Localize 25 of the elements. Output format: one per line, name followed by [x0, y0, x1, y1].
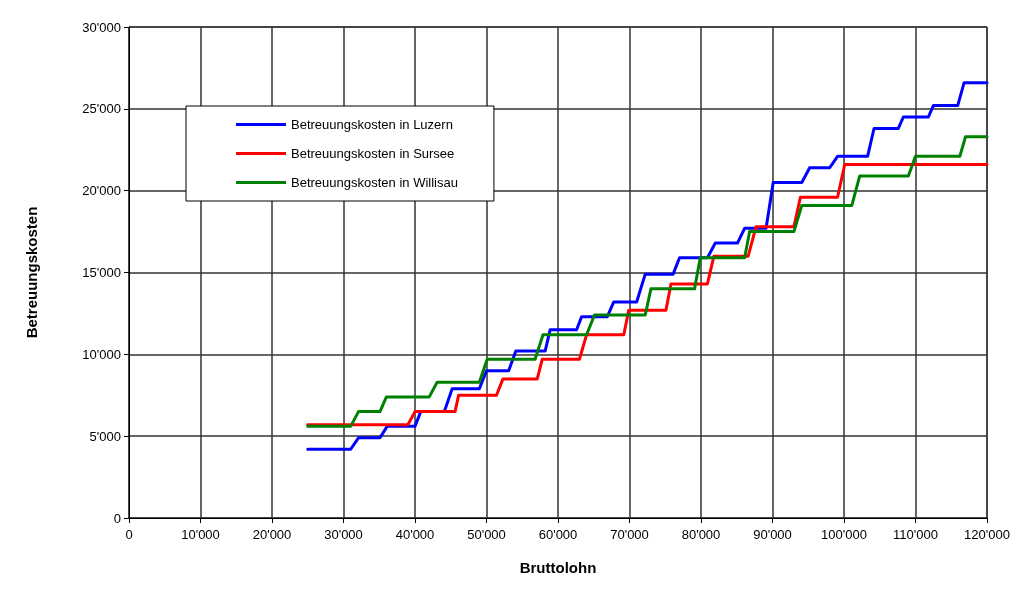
x-tick-label: 80'000 [681, 527, 721, 542]
x-tick-label: 60'000 [538, 527, 578, 542]
y-tick-label: 0 [113, 510, 121, 526]
x-tick-label: 20'000 [252, 527, 292, 542]
x-tick-label: 40'000 [395, 527, 435, 542]
y-tick-label: 15'000 [82, 265, 121, 280]
y-tick-label: 5'000 [89, 428, 121, 444]
y-axis-title: Betreuungskosten [23, 206, 40, 339]
x-tick-label: 90'000 [753, 527, 792, 542]
legend-label: Betreuungskosten in Luzern [291, 117, 453, 132]
legend-label: Betreuungskosten in Willisau [291, 175, 458, 190]
y-tick-label: 20'000 [82, 183, 121, 199]
legend-label: Betreuungskosten in Sursee [291, 146, 455, 161]
x-tick-label: 120'000 [964, 527, 1010, 542]
y-tick-label: 25'000 [82, 101, 121, 117]
y-tick-label: 10'000 [82, 346, 121, 362]
x-tick-label: 50'000 [467, 527, 506, 542]
x-tick-label: 70'000 [610, 527, 649, 542]
x-tick-label: 0 [125, 527, 133, 542]
y-tick-label: 30'000 [82, 19, 121, 35]
x-tick-label: 30'000 [324, 527, 363, 542]
x-tick-label: 10'000 [181, 527, 220, 542]
x-axis-title: Bruttolohn [519, 559, 597, 576]
x-tick-label: 110'000 [893, 527, 938, 542]
x-tick-label: 100'000 [821, 527, 867, 542]
